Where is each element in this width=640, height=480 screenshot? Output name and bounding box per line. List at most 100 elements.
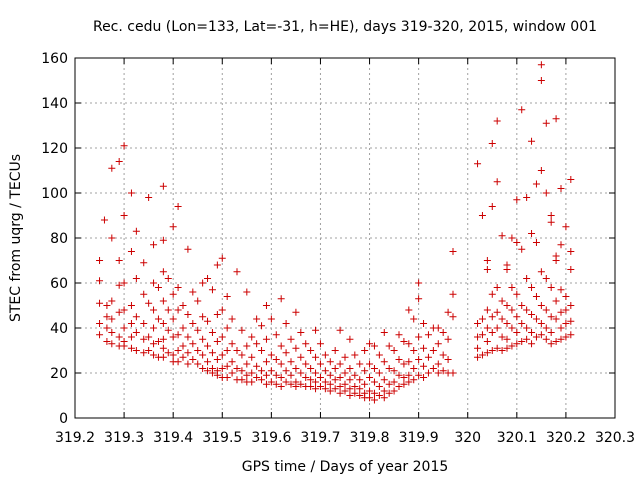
data-point bbox=[366, 394, 374, 402]
data-point bbox=[385, 342, 393, 350]
data-point bbox=[478, 351, 486, 359]
data-point bbox=[169, 333, 177, 341]
data-point bbox=[346, 385, 354, 393]
data-point bbox=[228, 369, 236, 377]
data-point bbox=[159, 182, 167, 190]
data-point bbox=[439, 367, 447, 375]
data-point bbox=[547, 212, 555, 219]
data-point bbox=[218, 351, 226, 359]
data-point bbox=[145, 299, 153, 307]
data-point bbox=[336, 360, 344, 368]
data-point bbox=[557, 324, 565, 332]
data-point bbox=[523, 194, 531, 201]
data-point bbox=[518, 106, 526, 114]
data-point bbox=[562, 223, 570, 231]
data-point bbox=[103, 313, 111, 321]
data-point bbox=[356, 376, 364, 384]
data-point bbox=[444, 335, 452, 343]
data-point bbox=[108, 329, 116, 336]
data-point bbox=[204, 275, 212, 282]
data-point bbox=[493, 178, 501, 186]
data-point bbox=[537, 320, 545, 327]
data-point bbox=[223, 293, 231, 300]
data-point bbox=[184, 349, 192, 357]
data-point bbox=[258, 376, 266, 384]
data-point bbox=[297, 329, 305, 336]
data-point bbox=[243, 360, 251, 368]
data-point bbox=[557, 241, 565, 249]
data-point bbox=[312, 369, 320, 377]
data-point bbox=[140, 349, 148, 357]
data-point bbox=[321, 367, 329, 375]
data-point bbox=[351, 371, 359, 379]
data-point bbox=[483, 349, 491, 357]
data-point bbox=[528, 329, 536, 336]
data-point bbox=[410, 365, 418, 372]
data-point bbox=[208, 329, 216, 336]
data-point bbox=[169, 290, 177, 298]
axis-ticks: 319.2 319.3 319.4 319.5 319.6 319.7 319.8 319.9… bbox=[41, 51, 635, 446]
data-point bbox=[542, 306, 550, 314]
data-point bbox=[213, 311, 221, 318]
data-point bbox=[267, 351, 275, 359]
data-point bbox=[199, 365, 207, 372]
data-point bbox=[336, 326, 344, 334]
data-point bbox=[189, 320, 197, 327]
data-point bbox=[483, 257, 491, 264]
data-point bbox=[302, 374, 310, 381]
data-point bbox=[150, 351, 158, 359]
data-point bbox=[351, 351, 359, 359]
data-point bbox=[513, 313, 521, 321]
data-point bbox=[518, 302, 526, 309]
data-point bbox=[375, 351, 383, 359]
data-point bbox=[474, 320, 482, 327]
data-point bbox=[537, 331, 545, 339]
data-point bbox=[243, 342, 251, 350]
data-point bbox=[169, 315, 177, 323]
data-point bbox=[429, 347, 437, 354]
data-point bbox=[108, 234, 116, 242]
data-point bbox=[189, 340, 197, 348]
data-point bbox=[262, 302, 270, 309]
data-point bbox=[108, 164, 116, 172]
data-point bbox=[356, 385, 364, 393]
data-point bbox=[361, 380, 369, 388]
data-point bbox=[518, 320, 526, 327]
data-point bbox=[164, 306, 172, 314]
data-point bbox=[478, 315, 486, 323]
data-point bbox=[513, 340, 521, 348]
data-point bbox=[508, 306, 516, 314]
y-axis-label: STEC from uqrg / TECUs bbox=[8, 154, 24, 322]
data-point bbox=[547, 284, 555, 291]
x-tick-label: 319.8 bbox=[349, 430, 389, 446]
data-point bbox=[405, 306, 413, 314]
x-tick-label: 320.2 bbox=[546, 430, 586, 446]
data-point bbox=[493, 344, 501, 352]
data-point bbox=[508, 284, 516, 291]
grid-lines bbox=[75, 58, 615, 418]
y-tick-label: 140 bbox=[41, 96, 68, 112]
data-point bbox=[287, 380, 295, 388]
data-point bbox=[547, 218, 555, 226]
data-point bbox=[395, 383, 403, 390]
x-tick-label: 320.3 bbox=[595, 430, 635, 446]
data-point bbox=[243, 288, 251, 296]
data-point bbox=[140, 335, 148, 343]
data-point bbox=[532, 180, 540, 188]
data-point bbox=[542, 119, 550, 127]
data-point bbox=[189, 356, 197, 363]
data-point bbox=[424, 369, 432, 377]
data-point bbox=[248, 333, 256, 341]
data-point bbox=[184, 333, 192, 341]
data-point bbox=[488, 290, 496, 298]
data-point bbox=[159, 236, 167, 244]
data-point bbox=[420, 320, 428, 327]
data-point bbox=[115, 158, 123, 165]
data-point bbox=[547, 329, 555, 336]
data-point bbox=[179, 302, 187, 309]
data-point bbox=[346, 376, 354, 384]
data-point bbox=[164, 326, 172, 334]
data-point bbox=[498, 297, 506, 305]
data-point bbox=[204, 342, 212, 350]
data-point bbox=[370, 389, 378, 397]
